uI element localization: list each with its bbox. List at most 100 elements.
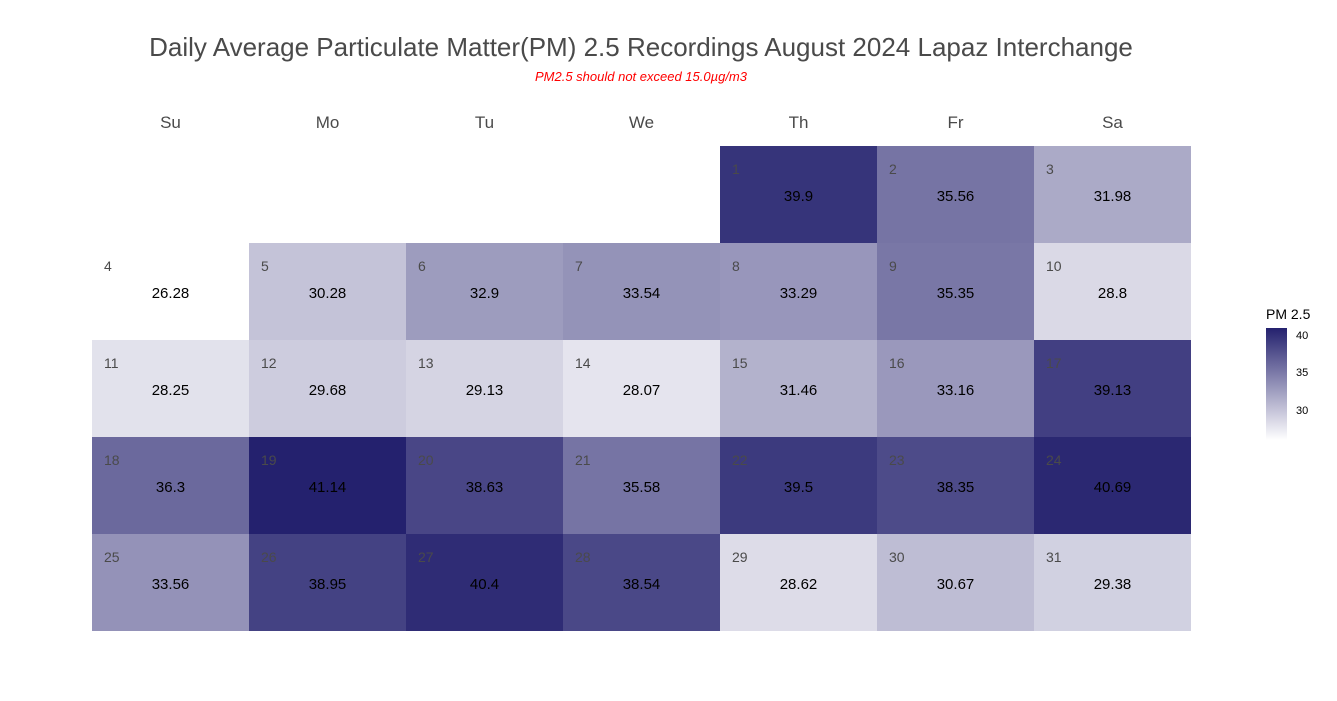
calendar-cell: 17 39.13 — [1034, 340, 1191, 437]
day-number: 10 — [1046, 258, 1062, 274]
calendar-cell: 28 38.54 — [563, 534, 720, 631]
calendar-cell: 5 30.28 — [249, 243, 406, 340]
day-number: 7 — [575, 258, 583, 274]
pm25-value-label: 28.62 — [779, 576, 818, 593]
pm25-value-label: 41.14 — [308, 479, 347, 496]
day-number: 17 — [1046, 355, 1062, 371]
pm25-value-label: 36.3 — [155, 479, 186, 496]
day-number: 11 — [104, 355, 119, 371]
calendar-cell: 16 33.16 — [877, 340, 1034, 437]
calendar-cell: 26 38.95 — [249, 534, 406, 631]
calendar-cell: 1 39.9 — [720, 146, 877, 243]
weekday-label-fr: Fr — [947, 113, 964, 132]
calendar-cell: 29 28.62 — [720, 534, 877, 631]
day-number: 16 — [889, 355, 905, 371]
pm25-value-label: 28.8 — [1097, 285, 1128, 302]
calendar-cell: 25 33.56 — [92, 534, 249, 631]
day-number: 23 — [889, 452, 905, 468]
day-number: 29 — [732, 549, 748, 565]
pm25-value-label: 33.29 — [779, 285, 818, 302]
calendar-cell: 22 39.5 — [720, 437, 877, 534]
calendar-cell: 19 41.14 — [249, 437, 406, 534]
weekday-label-th: Th — [788, 113, 809, 132]
calendar-cell: 8 33.29 — [720, 243, 877, 340]
day-number: 27 — [418, 549, 434, 565]
calendar-cell: 2 35.56 — [877, 146, 1034, 243]
calendar-cell: 27 40.4 — [406, 534, 563, 631]
calendar-cell: 3 31.98 — [1034, 146, 1191, 243]
calendar-cell: 24 40.69 — [1034, 437, 1191, 534]
legend-tick-label: 40 — [1296, 330, 1309, 342]
weekday-label-su: Su — [160, 113, 181, 132]
day-number: 6 — [418, 258, 426, 274]
pm25-value-label: 33.54 — [622, 285, 661, 302]
day-number: 14 — [575, 355, 591, 371]
day-number: 9 — [889, 258, 897, 274]
legend-color-bar — [1266, 328, 1287, 440]
pm25-value-label: 35.35 — [936, 285, 975, 302]
pm25-value-label: 38.63 — [465, 479, 504, 496]
day-number: 22 — [732, 452, 748, 468]
day-number: 25 — [104, 549, 120, 565]
pm25-value-label: 30.67 — [936, 576, 975, 593]
pm25-value-label: 35.56 — [936, 188, 975, 205]
pm25-value-label: 28.07 — [622, 382, 661, 399]
day-number: 5 — [261, 258, 269, 274]
legend-tick-label: 35 — [1296, 367, 1309, 379]
legend-tick-mark — [1287, 337, 1292, 338]
day-number: 24 — [1046, 452, 1062, 468]
pm25-value-label: 40.69 — [1093, 479, 1132, 496]
day-number: 30 — [889, 549, 905, 565]
calendar-cell: 20 38.63 — [406, 437, 563, 534]
weekday-label-mo: Mo — [315, 113, 340, 132]
day-number: 21 — [575, 452, 591, 468]
calendar-cell: 31 29.38 — [1034, 534, 1191, 631]
day-number: 28 — [575, 549, 591, 565]
calendar-cell: 15 31.46 — [720, 340, 877, 437]
pm25-value-label: 39.5 — [783, 479, 814, 496]
calendar-cell: 9 35.35 — [877, 243, 1034, 340]
calendar-cell: 12 29.68 — [249, 340, 406, 437]
pm25-value-label: 26.28 — [151, 285, 190, 302]
day-number: 12 — [261, 355, 277, 371]
legend-tick-mark — [1287, 412, 1292, 413]
day-number: 3 — [1046, 161, 1054, 177]
calendar-cell: 18 36.3 — [92, 437, 249, 534]
weekday-label-tu: Tu — [474, 113, 495, 132]
day-number: 15 — [732, 355, 748, 371]
legend-tick-label: 30 — [1296, 405, 1309, 417]
pm25-value-label: 39.9 — [783, 188, 814, 205]
day-number: 19 — [261, 452, 277, 468]
pm25-value-label: 39.13 — [1093, 382, 1132, 399]
chart-subtitle: PM2.5 should not exceed 15.0µg/m3 — [534, 69, 747, 84]
weekday-label-sa: Sa — [1102, 113, 1123, 132]
calendar-cell: 23 38.35 — [877, 437, 1034, 534]
day-number: 31 — [1046, 549, 1062, 565]
day-number: 1 — [732, 161, 740, 177]
legend-title: PM 2.5 — [1266, 306, 1311, 322]
calendar-cell: 13 29.13 — [406, 340, 563, 437]
pm25-value-label: 38.95 — [308, 576, 347, 593]
pm25-value-label: 33.56 — [151, 576, 190, 593]
pm25-value-label: 29.68 — [308, 382, 347, 399]
calendar-cell: 21 35.58 — [563, 437, 720, 534]
calendar-cell: 4 26.28 — [92, 243, 249, 340]
day-number: 8 — [732, 258, 740, 274]
pm25-value-label: 40.4 — [469, 576, 500, 593]
calendar-cell: 6 32.9 — [406, 243, 563, 340]
pm25-value-label: 31.46 — [779, 382, 818, 399]
calendar-cell: 10 28.8 — [1034, 243, 1191, 340]
pm25-value-label: 33.16 — [936, 382, 975, 399]
day-number: 20 — [418, 452, 434, 468]
pm25-value-label: 29.38 — [1093, 576, 1132, 593]
pm25-value-label: 38.35 — [936, 479, 975, 496]
pm25-value-label: 30.28 — [308, 285, 347, 302]
calendar-cell: 7 33.54 — [563, 243, 720, 340]
day-number: 13 — [418, 355, 434, 371]
legend-tick-mark — [1287, 374, 1292, 375]
pm25-value-label: 32.9 — [469, 285, 500, 302]
day-number: 26 — [261, 549, 277, 565]
calendar-cell: 14 28.07 — [563, 340, 720, 437]
day-number: 4 — [104, 258, 112, 274]
day-number: 18 — [104, 452, 120, 468]
